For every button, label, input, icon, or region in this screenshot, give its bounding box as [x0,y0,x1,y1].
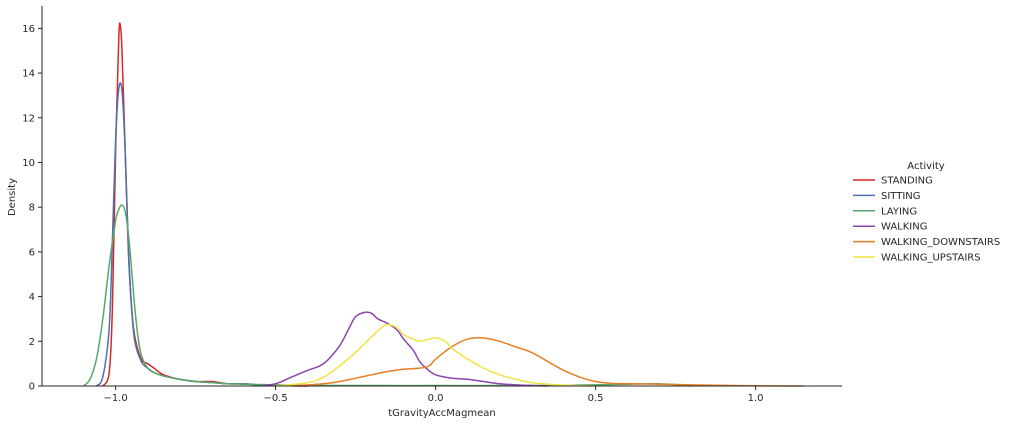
legend-label: WALKING_DOWNSTAIRS [881,237,1000,248]
x-ticks: −1.0 −0.5 0.0 0.5 1.0 [103,386,764,404]
y-tick-label: 4 [29,292,35,303]
series-line-walking-upstairs [275,323,596,387]
y-ticks: 0 2 4 6 8 10 12 14 16 [22,24,42,393]
series-line-walking-downstairs [291,336,804,387]
y-tick-label: 6 [29,247,35,258]
y-tick-label: 16 [22,24,35,35]
legend: Activity STANDING SITTING LAYING WALKING WAL… [853,161,1000,264]
series-line-laying [83,204,692,387]
legend-label: STANDING [881,176,933,187]
x-tick-label: 0.0 [428,393,444,404]
y-tick-label: 2 [29,337,35,348]
y-tick-label: 12 [22,113,35,124]
y-axis-label: Density [7,178,18,216]
y-tick-label: 10 [22,158,35,169]
legend-label: SITTING [881,191,921,202]
legend-label: LAYING [881,206,917,217]
y-tick-label: 0 [29,382,35,393]
x-tick-label: −0.5 [263,393,287,404]
series-lines [83,22,804,387]
legend-title: Activity [907,161,944,172]
legend-label: WALKING [881,222,928,233]
x-tick-label: 0.5 [588,393,604,404]
x-tick-label: −1.0 [103,393,127,404]
x-tick-label: 1.0 [748,393,764,404]
series-line-walking [259,311,548,387]
y-tick-label: 8 [29,203,35,214]
y-tick-label: 14 [22,69,35,80]
axes [41,6,842,387]
legend-label: WALKING_UPSTAIRS [881,253,981,264]
x-axis-label: tGravityAccMagmean [388,408,496,419]
